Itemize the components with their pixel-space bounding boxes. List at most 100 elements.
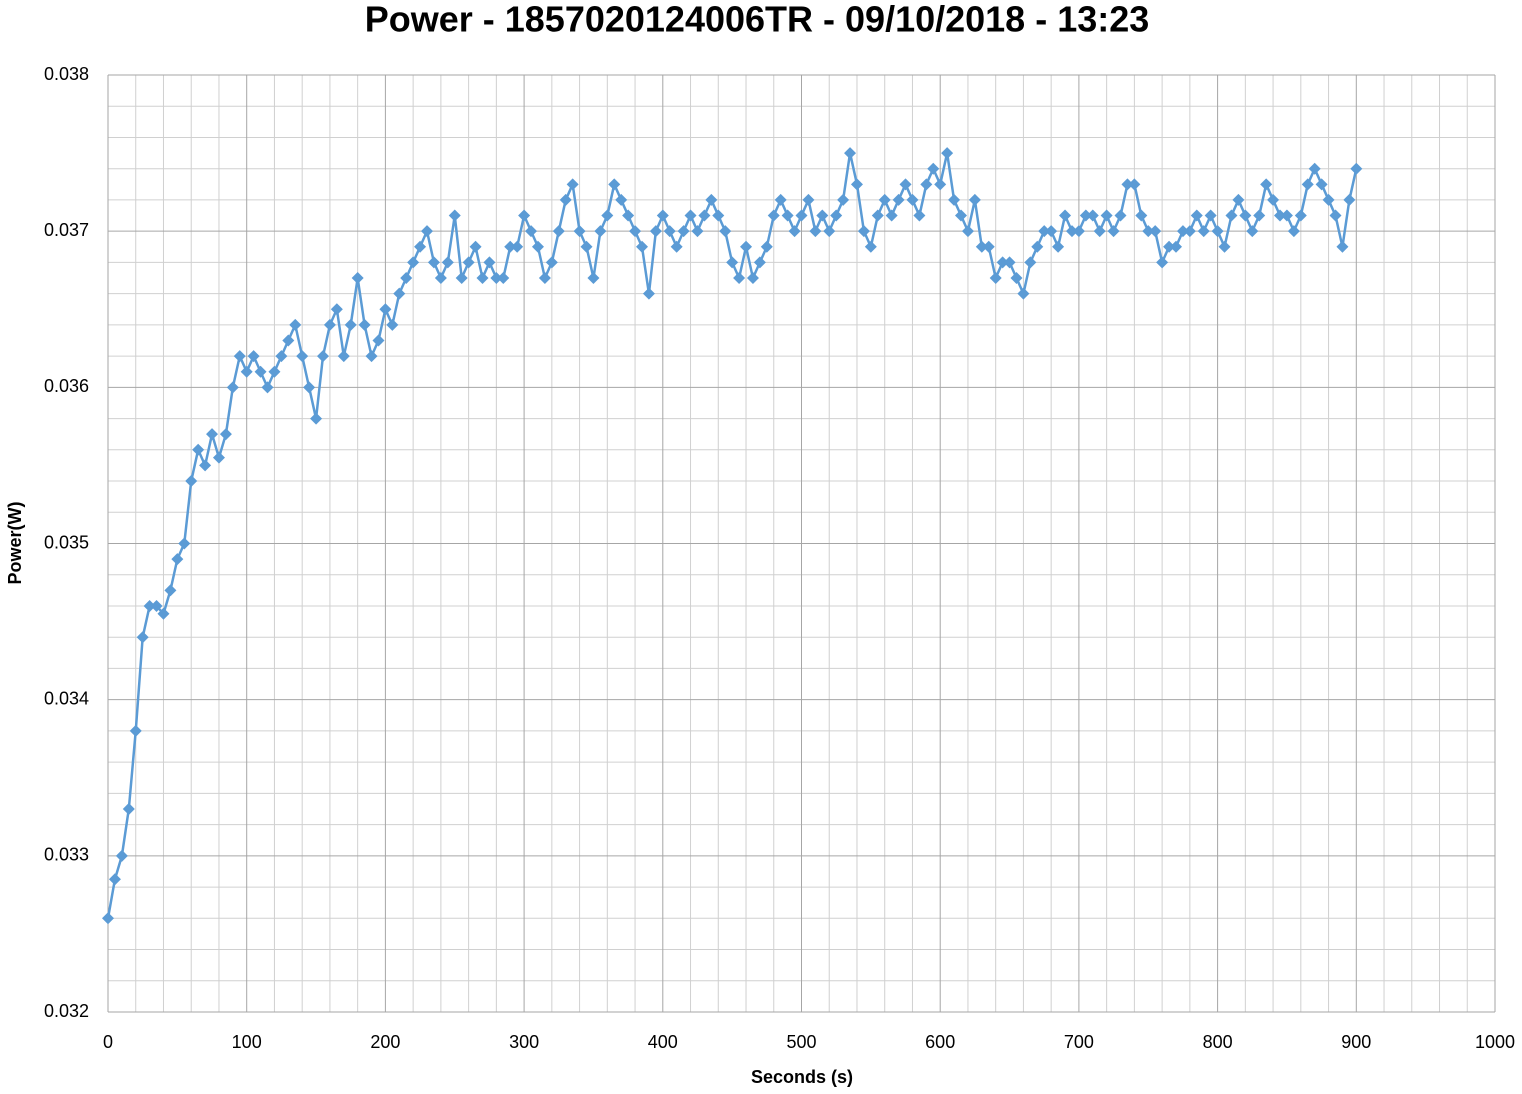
data-point: [254, 365, 267, 378]
data-point: [1190, 209, 1203, 222]
data-point: [774, 193, 787, 206]
data-point: [469, 240, 482, 253]
data-point: [192, 443, 205, 456]
data-point: [102, 912, 114, 925]
data-point: [1211, 225, 1224, 238]
data-point: [483, 256, 496, 269]
data-point: [1343, 193, 1356, 206]
data-point: [497, 272, 510, 285]
data-point: [247, 350, 260, 363]
data-point: [164, 584, 177, 597]
data-point: [545, 256, 558, 269]
data-point: [587, 272, 600, 285]
data-point: [150, 599, 163, 612]
data-point: [171, 553, 184, 566]
data-point: [1059, 209, 1072, 222]
data-point: [788, 225, 801, 238]
data-point: [795, 209, 808, 222]
data-point: [1267, 193, 1280, 206]
data-point: [344, 318, 357, 331]
data-point: [878, 193, 891, 206]
data-point: [136, 631, 149, 644]
data-point: [996, 256, 1009, 269]
data-point: [1121, 178, 1134, 191]
data-point: [767, 209, 780, 222]
data-point: [504, 240, 517, 253]
data-point: [372, 334, 385, 347]
y-tick-label: 0.033: [44, 845, 89, 865]
data-point: [1163, 240, 1176, 253]
data-point: [1169, 240, 1182, 253]
data-point: [663, 225, 676, 238]
data-point: [844, 147, 857, 160]
data-point: [1287, 225, 1300, 238]
data-point: [1329, 209, 1342, 222]
data-point: [518, 209, 531, 222]
data-point: [615, 193, 628, 206]
data-point: [296, 350, 309, 363]
data-point: [157, 607, 170, 620]
data-point: [1280, 209, 1293, 222]
data-point: [1017, 287, 1030, 300]
data-point: [1114, 209, 1127, 222]
data-point: [691, 225, 704, 238]
data-point: [1135, 209, 1148, 222]
data-point: [490, 272, 503, 285]
data-point: [1336, 240, 1349, 253]
data-point: [1308, 162, 1321, 175]
data-point: [982, 240, 995, 253]
data-point: [129, 724, 142, 737]
data-point: [566, 178, 579, 191]
data-point: [1197, 225, 1210, 238]
data-point: [1225, 209, 1238, 222]
y-tick-label: 0.035: [44, 532, 89, 552]
data-point: [1038, 225, 1051, 238]
data-point: [1232, 193, 1245, 206]
data-point: [719, 225, 732, 238]
data-point: [108, 873, 121, 886]
data-point: [330, 303, 343, 316]
data-point: [448, 209, 461, 222]
data-point: [885, 209, 898, 222]
data-point: [206, 428, 219, 441]
data-point: [310, 412, 323, 425]
data-point: [656, 209, 669, 222]
data-point: [1253, 209, 1266, 222]
data-point: [760, 240, 773, 253]
data-point: [1072, 225, 1085, 238]
data-point: [1045, 225, 1058, 238]
x-tick-label: 900: [1341, 1032, 1371, 1052]
data-point: [857, 225, 870, 238]
data-point: [1274, 209, 1287, 222]
data-point: [955, 209, 968, 222]
data-point: [1149, 225, 1162, 238]
data-point: [559, 193, 572, 206]
data-point: [226, 381, 239, 394]
data-point: [1128, 178, 1141, 191]
data-point: [920, 178, 933, 191]
data-point: [1322, 193, 1335, 206]
data-point: [670, 240, 683, 253]
data-point: [1086, 209, 1099, 222]
data-point: [594, 225, 607, 238]
data-point: [441, 256, 454, 269]
data-point: [781, 209, 794, 222]
data-point: [289, 318, 302, 331]
data-point: [927, 162, 940, 175]
data-point: [143, 599, 156, 612]
data-point: [122, 802, 135, 815]
data-point: [948, 193, 961, 206]
data-point: [379, 303, 392, 316]
data-point: [400, 272, 413, 285]
x-tick-label: 0: [103, 1032, 113, 1052]
x-tick-label: 400: [648, 1032, 678, 1052]
data-point: [316, 350, 329, 363]
data-point: [975, 240, 988, 253]
data-point: [275, 350, 288, 363]
data-point: [961, 225, 974, 238]
data-point: [199, 459, 212, 472]
data-point: [802, 193, 815, 206]
data-point: [892, 193, 905, 206]
data-point: [1239, 209, 1252, 222]
